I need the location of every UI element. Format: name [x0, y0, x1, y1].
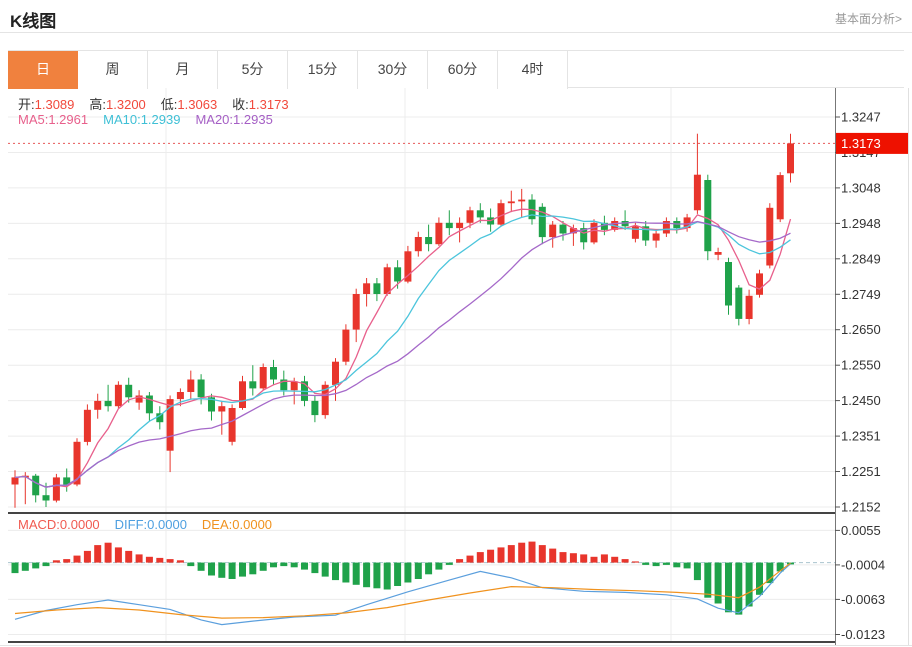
page-title: K线图 — [10, 12, 57, 31]
tab-5分[interactable]: 5分 — [218, 51, 288, 89]
dea-line — [14, 562, 791, 619]
diff-line — [14, 563, 791, 626]
svg-text:1.2849: 1.2849 — [841, 251, 881, 266]
candles — [11, 133, 794, 508]
svg-text:-0.0004: -0.0004 — [841, 557, 885, 572]
svg-text:1.2650: 1.2650 — [841, 322, 881, 337]
svg-text:1.2450: 1.2450 — [841, 393, 881, 408]
svg-text:0.0055: 0.0055 — [841, 523, 881, 538]
macd-histogram — [11, 541, 794, 615]
vertical-gridlines — [165, 88, 672, 642]
page-header: K线图 基本面分析> — [0, 0, 912, 33]
svg-text:-0.0063: -0.0063 — [841, 592, 885, 607]
svg-text:1.2948: 1.2948 — [841, 216, 881, 231]
svg-text:1.2351: 1.2351 — [841, 429, 881, 444]
tab-周[interactable]: 周 — [78, 51, 148, 89]
svg-text:1.3048: 1.3048 — [841, 180, 881, 195]
kline-chart[interactable]: 1.32471.31471.30481.29481.28491.27491.26… — [0, 88, 912, 647]
current-price-label: 1.3173 — [836, 132, 908, 154]
svg-text:1.2152: 1.2152 — [841, 500, 881, 515]
tab-30分[interactable]: 30分 — [358, 51, 428, 89]
macd-axis-labels: 0.0055 -0.0004 -0.0063 -0.0123 — [835, 523, 885, 642]
svg-text:1.2749: 1.2749 — [841, 287, 881, 302]
svg-text:1.3173: 1.3173 — [841, 136, 881, 151]
price-axis-labels: 1.32471.31471.30481.29481.28491.27491.26… — [835, 110, 881, 515]
tab-60分[interactable]: 60分 — [428, 51, 498, 89]
svg-text:1.3247: 1.3247 — [841, 110, 881, 125]
price-gridlines — [8, 116, 835, 508]
ma20-line — [14, 220, 791, 488]
ma10-line — [14, 214, 791, 488]
svg-text:1.2550: 1.2550 — [841, 358, 881, 373]
tab-15分[interactable]: 15分 — [288, 51, 358, 89]
tab-4时[interactable]: 4时 — [498, 51, 568, 89]
svg-text:-0.0123: -0.0123 — [841, 627, 885, 642]
tab-月[interactable]: 月 — [148, 51, 218, 89]
svg-text:1.2251: 1.2251 — [841, 464, 881, 479]
fundamental-analysis-link[interactable]: 基本面分析> — [834, 12, 902, 26]
chart-area: 1.32471.31471.30481.29481.28491.27491.26… — [0, 88, 912, 647]
period-tabs: 日周月 5分 15分 30分 60分 4时 — [8, 50, 904, 89]
tab-日[interactable]: 日 — [8, 51, 78, 89]
